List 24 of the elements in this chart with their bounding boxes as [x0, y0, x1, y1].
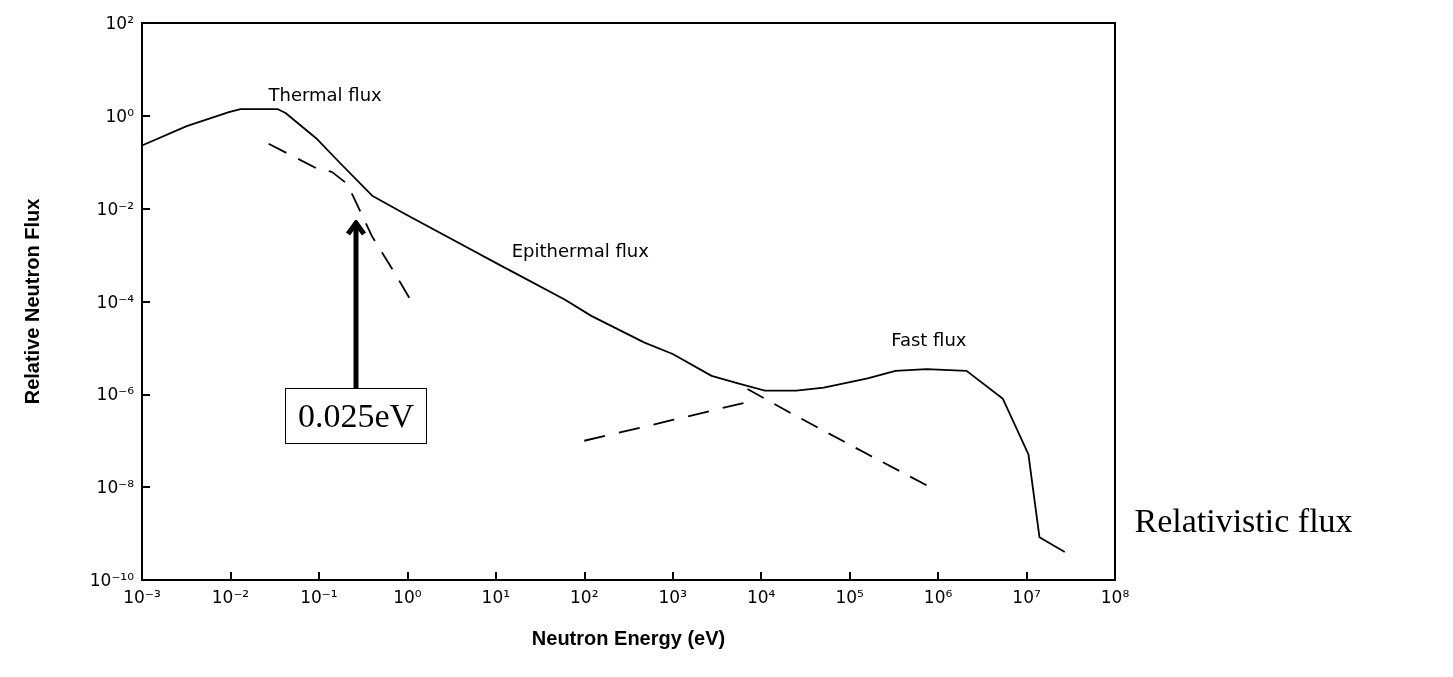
x-tick-label: 10⁷ — [1012, 586, 1041, 607]
annotation: 0.025eV — [285, 387, 428, 444]
text: Relativistic flux — [1134, 502, 1353, 541]
annotation: Fast flux — [891, 329, 967, 351]
x-axis-title: Neutron Energy (eV) — [531, 627, 726, 649]
y-tick-label: 10⁻⁶ — [96, 384, 135, 405]
x-tick-label: 10⁻¹ — [300, 586, 338, 607]
x-tick-label: 10³ — [658, 586, 687, 607]
y-tick-label: 10⁻⁸ — [96, 477, 135, 498]
x-tick-label: 10⁴ — [746, 586, 776, 607]
x-tick-label: 10¹ — [481, 586, 511, 607]
x-tick-label: 10⁸ — [1100, 586, 1130, 607]
y-axis-title: Relative Neutron Flux — [21, 198, 43, 405]
annotation: Epithermal flux — [511, 240, 649, 262]
y-tick-label: 10⁰ — [105, 105, 135, 126]
y-tick-label: 10⁻⁴ — [96, 291, 135, 312]
x-tick-label: 10⁵ — [835, 586, 864, 607]
x-tick-label: 10² — [570, 586, 599, 607]
y-tick-label: 10² — [105, 13, 134, 33]
annotation: Thermal flux — [268, 84, 382, 106]
x-tick-label: 10⁻² — [211, 586, 250, 607]
y-tick-label: 10⁻² — [96, 198, 134, 219]
x-tick-label: 10⁶ — [923, 586, 953, 607]
x-tick-label: 10⁰ — [393, 586, 422, 607]
